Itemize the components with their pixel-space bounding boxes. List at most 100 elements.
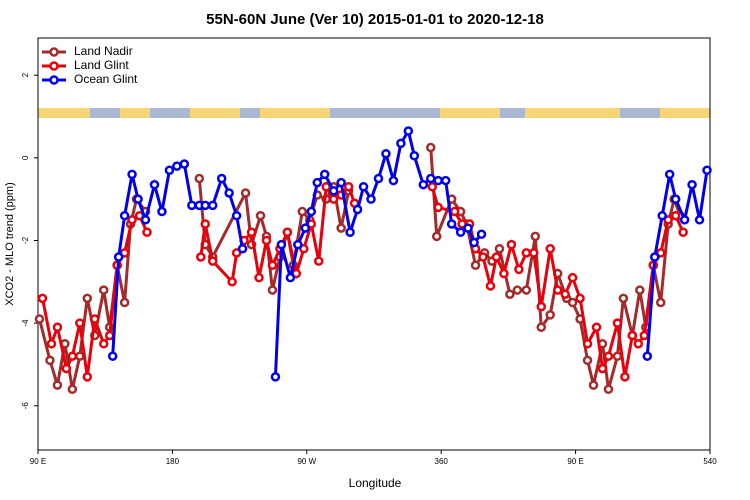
point <box>655 297 666 308</box>
point <box>657 210 667 221</box>
point <box>425 173 436 184</box>
point <box>61 363 72 374</box>
point <box>67 384 78 395</box>
point <box>449 206 460 217</box>
point <box>433 202 443 213</box>
point <box>529 248 539 258</box>
point <box>603 384 614 395</box>
point <box>506 239 517 250</box>
point <box>207 256 218 266</box>
point <box>133 194 143 204</box>
point <box>119 210 130 221</box>
point <box>358 182 369 192</box>
point <box>664 169 675 180</box>
point <box>433 175 443 186</box>
point <box>157 206 167 217</box>
point <box>427 182 437 192</box>
point <box>470 260 481 271</box>
point <box>476 229 487 240</box>
legend-marker <box>49 47 59 57</box>
point <box>82 293 93 304</box>
point <box>127 169 137 180</box>
legend-label: Land Nadir <box>74 44 133 58</box>
point <box>597 363 608 374</box>
point <box>282 227 293 237</box>
point <box>431 231 442 242</box>
point <box>639 330 650 341</box>
point <box>545 244 555 254</box>
point <box>494 244 505 254</box>
point <box>149 179 160 190</box>
point <box>321 182 331 192</box>
point <box>67 351 78 361</box>
point <box>200 219 211 229</box>
point <box>227 277 237 287</box>
point <box>514 264 524 275</box>
point <box>231 210 242 221</box>
point <box>679 215 690 225</box>
point <box>582 339 593 349</box>
point <box>237 244 248 254</box>
point <box>649 252 660 262</box>
legend-marker <box>49 75 59 85</box>
point <box>75 351 85 361</box>
point <box>187 200 197 211</box>
y-tick-label: -4 <box>21 319 30 327</box>
point <box>694 215 705 225</box>
map-strip <box>38 108 710 118</box>
point <box>388 175 399 186</box>
x-tick-label: 180 <box>166 457 180 466</box>
point <box>254 272 264 283</box>
y-tick-label: 2 <box>21 72 30 77</box>
point <box>285 272 296 283</box>
point <box>396 138 406 149</box>
point <box>588 380 599 390</box>
point <box>521 285 532 295</box>
point <box>670 210 681 221</box>
point <box>299 244 309 254</box>
point <box>45 355 55 366</box>
point <box>536 301 547 312</box>
point <box>52 322 63 333</box>
point <box>196 252 206 262</box>
point <box>670 194 681 204</box>
point <box>140 215 151 225</box>
point <box>119 248 130 258</box>
point <box>620 372 630 382</box>
plot-frame <box>37 37 711 451</box>
point <box>306 206 317 217</box>
point <box>633 339 644 349</box>
point <box>297 206 308 217</box>
chart-title: 55N-60N June (Ver 10) 2015-01-01 to 2020… <box>206 11 544 28</box>
point <box>291 268 302 279</box>
x-tick-label: 90 E <box>30 457 46 466</box>
point <box>485 281 496 291</box>
point <box>536 322 547 333</box>
point <box>418 179 429 190</box>
point <box>582 355 593 366</box>
x-tick-label: 90 E <box>567 457 583 466</box>
point <box>328 186 339 196</box>
point <box>478 252 488 262</box>
y-tick-label: -6 <box>21 402 30 410</box>
point <box>164 165 175 175</box>
point <box>352 204 363 215</box>
point <box>336 177 346 188</box>
point <box>276 239 287 250</box>
point <box>440 175 451 186</box>
point <box>403 126 414 136</box>
point <box>521 248 532 258</box>
x-axis-label: Longitude <box>349 476 402 490</box>
point <box>455 227 466 237</box>
point <box>37 293 48 304</box>
y-tick-label: -2 <box>21 236 30 244</box>
point <box>618 293 629 304</box>
point <box>366 194 376 204</box>
y-tick-label: 0 <box>21 155 30 160</box>
point <box>313 256 324 266</box>
point <box>127 215 137 225</box>
point <box>463 223 473 233</box>
point <box>46 339 57 349</box>
point <box>702 165 712 175</box>
